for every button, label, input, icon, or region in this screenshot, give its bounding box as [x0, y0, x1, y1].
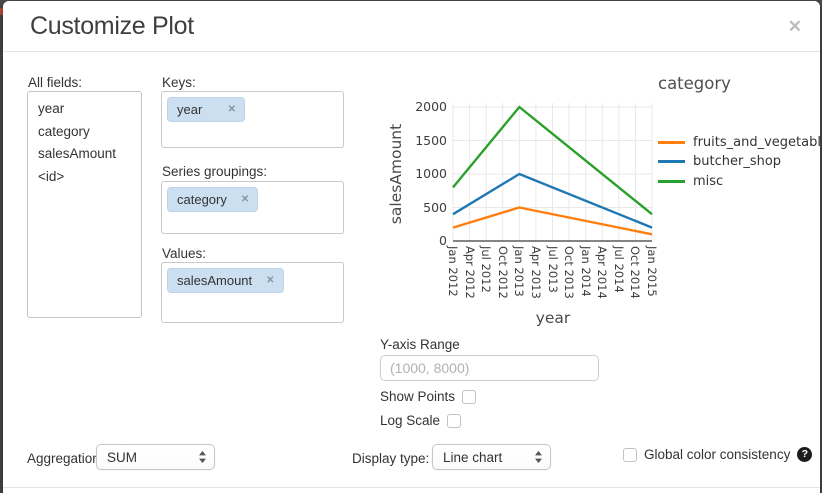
remove-tag-icon[interactable]: ✕: [227, 104, 236, 115]
y-tick-label: 0: [439, 233, 447, 248]
x-tick-label: Oct 2013: [562, 246, 577, 299]
series-line-butcher_shop: [452, 172, 653, 229]
show-points-row: Show Points: [380, 389, 477, 404]
y-tick-label: 1000: [415, 166, 447, 181]
help-icon[interactable]: ?: [797, 447, 813, 462]
legend-title: category: [658, 74, 731, 93]
x-tick-label: Apr 2014: [595, 246, 610, 299]
global-color-row: Global color consistency ?: [623, 447, 813, 462]
x-axis-title: year: [535, 309, 571, 327]
all-fields-listbox[interactable]: year category salesAmount <id>: [27, 91, 142, 318]
x-tick-label: Jul 2012: [479, 246, 494, 293]
global-color-label: Global color consistency: [644, 447, 791, 462]
remove-tag-icon[interactable]: ✕: [240, 194, 250, 205]
close-icon[interactable]: ✕: [787, 17, 802, 36]
show-points-label: Show Points: [380, 389, 456, 404]
legend-line-swatch: [658, 160, 685, 163]
dialog-title: Customize Plot: [30, 12, 194, 40]
x-tick-label: Apr 2013: [528, 246, 543, 299]
x-tick-label: Jan 2015: [645, 246, 659, 297]
backdrop-artifact: [0, 8, 3, 15]
values-label: Values:: [162, 246, 207, 261]
line-chart: salesAmount year category fruits_and_veg…: [375, 60, 820, 350]
tag-category[interactable]: category ✕: [167, 187, 259, 212]
remove-tag-icon[interactable]: ✕: [266, 275, 275, 286]
y-axis-range-label: Y-axis Range: [380, 337, 460, 352]
x-tick-label: Oct 2014: [628, 246, 643, 299]
legend-label: butcher_shop: [693, 154, 782, 169]
display-type-value: Line chart: [443, 449, 503, 465]
chart-canvas: [452, 103, 653, 242]
legend-line-swatch: [658, 179, 685, 183]
select-arrows-icon: [535, 451, 542, 463]
log-scale-checkbox[interactable]: [447, 413, 462, 428]
display-type-label: Display type:: [352, 451, 430, 466]
values-tagbox[interactable]: salesAmount ✕: [161, 262, 344, 323]
x-tick-label: Jul 2013: [545, 246, 560, 293]
log-scale-row: Log Scale: [380, 413, 462, 428]
keys-tagbox[interactable]: year ✕: [161, 91, 344, 148]
tag-salesamount[interactable]: salesAmount ✕: [167, 268, 284, 293]
x-tick-label: Jan 2012: [446, 246, 460, 297]
tag-label: salesAmount: [177, 273, 253, 288]
y-tick-label: 2000: [415, 99, 447, 114]
legend-line-swatch: [658, 140, 685, 144]
aggregation-label: Aggregation:: [27, 451, 104, 466]
log-scale-label: Log Scale: [380, 413, 441, 428]
display-type-select[interactable]: Line chart: [432, 444, 551, 470]
legend-label: misc: [693, 173, 724, 189]
x-tick-label: Oct 2012: [495, 246, 510, 299]
select-arrows-icon: [199, 451, 206, 463]
legend-item: butcher_shop: [658, 154, 820, 170]
field-item-category[interactable]: category: [38, 123, 90, 139]
x-tick-label: Jan 2013: [512, 246, 527, 297]
x-tick-label: Apr 2012: [462, 246, 477, 299]
global-color-checkbox[interactable]: [623, 447, 637, 462]
keys-label: Keys:: [162, 75, 196, 90]
chart-legend: category fruits_and_vegetables butcher_sh…: [658, 74, 820, 193]
field-item-year[interactable]: year: [38, 101, 65, 116]
y-tick-label: 1500: [415, 132, 447, 148]
tag-year[interactable]: year ✕: [167, 97, 245, 122]
tag-label: year: [177, 102, 203, 117]
x-tick-label: Jan 2014: [578, 246, 593, 297]
tag-label: category: [177, 192, 227, 207]
dialog-footer: [3, 487, 820, 493]
series-line-fruits_and_vegetables: [452, 206, 653, 236]
y-tick-label: 500: [423, 199, 447, 215]
field-item-id[interactable]: <id>: [38, 168, 65, 184]
show-points-checkbox[interactable]: [462, 389, 477, 404]
legend-item: fruits_and_vegetables: [658, 134, 820, 150]
dialog-header: Customize Plot ✕: [3, 1, 820, 52]
customize-plot-dialog: Customize Plot ✕ All fields: year catego…: [3, 1, 820, 493]
series-line-misc: [452, 105, 653, 216]
field-item-salesamount[interactable]: salesAmount: [38, 146, 117, 161]
series-groupings-label: Series groupings:: [162, 164, 268, 179]
series-groupings-tagbox[interactable]: category ✕: [161, 181, 344, 234]
legend-item: misc: [658, 173, 820, 189]
aggregation-select[interactable]: SUM: [96, 444, 215, 470]
all-fields-label: All fields:: [28, 75, 83, 90]
y-axis-range-input[interactable]: [380, 355, 599, 381]
legend-label: fruits_and_vegetables: [693, 134, 820, 150]
x-tick-label: Jul 2014: [611, 246, 626, 293]
aggregation-value: SUM: [107, 449, 137, 465]
